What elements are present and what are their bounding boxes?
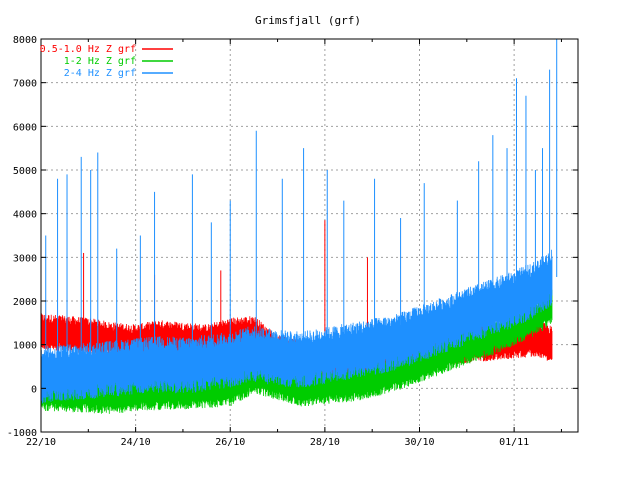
- legend-label: 1-2 Hz Z grf: [64, 56, 136, 67]
- x-tick-label: 28/10: [310, 437, 340, 448]
- x-tick-label: 30/10: [404, 437, 434, 448]
- y-tick-label: 0: [31, 384, 37, 395]
- chart-title: Grimsfjall (grf): [255, 14, 361, 27]
- y-tick-label: 8000: [13, 35, 37, 46]
- series-3-line: [40, 249, 553, 404]
- x-tick-label: 24/10: [121, 437, 151, 448]
- series-layer: [40, 39, 558, 414]
- x-tick-label: 22/10: [26, 437, 56, 448]
- y-tick-label: 6000: [13, 122, 37, 133]
- y-tick-label: -1000: [7, 428, 37, 439]
- series-3: [40, 39, 558, 404]
- y-tick-label: 7000: [13, 79, 37, 90]
- y-tick-label: 5000: [13, 166, 37, 177]
- legend-label: 2-4 Hz Z grf: [64, 68, 136, 79]
- plot-frame: [40, 38, 579, 433]
- y-tick-label: 1000: [13, 341, 37, 352]
- x-tick-label: 01/11: [499, 437, 529, 448]
- legend-label: 0.5-1.0 Hz Z grf: [40, 44, 136, 55]
- y-tick-label: 4000: [13, 210, 37, 221]
- y-tick-label: 3000: [13, 253, 37, 264]
- tick-layer: -1000 0 1000 2000 3000 4000 5000 6000 7000 8000 22…: [7, 35, 578, 448]
- y-tick-label: 2000: [13, 297, 37, 308]
- x-tick-label: 26/10: [215, 437, 245, 448]
